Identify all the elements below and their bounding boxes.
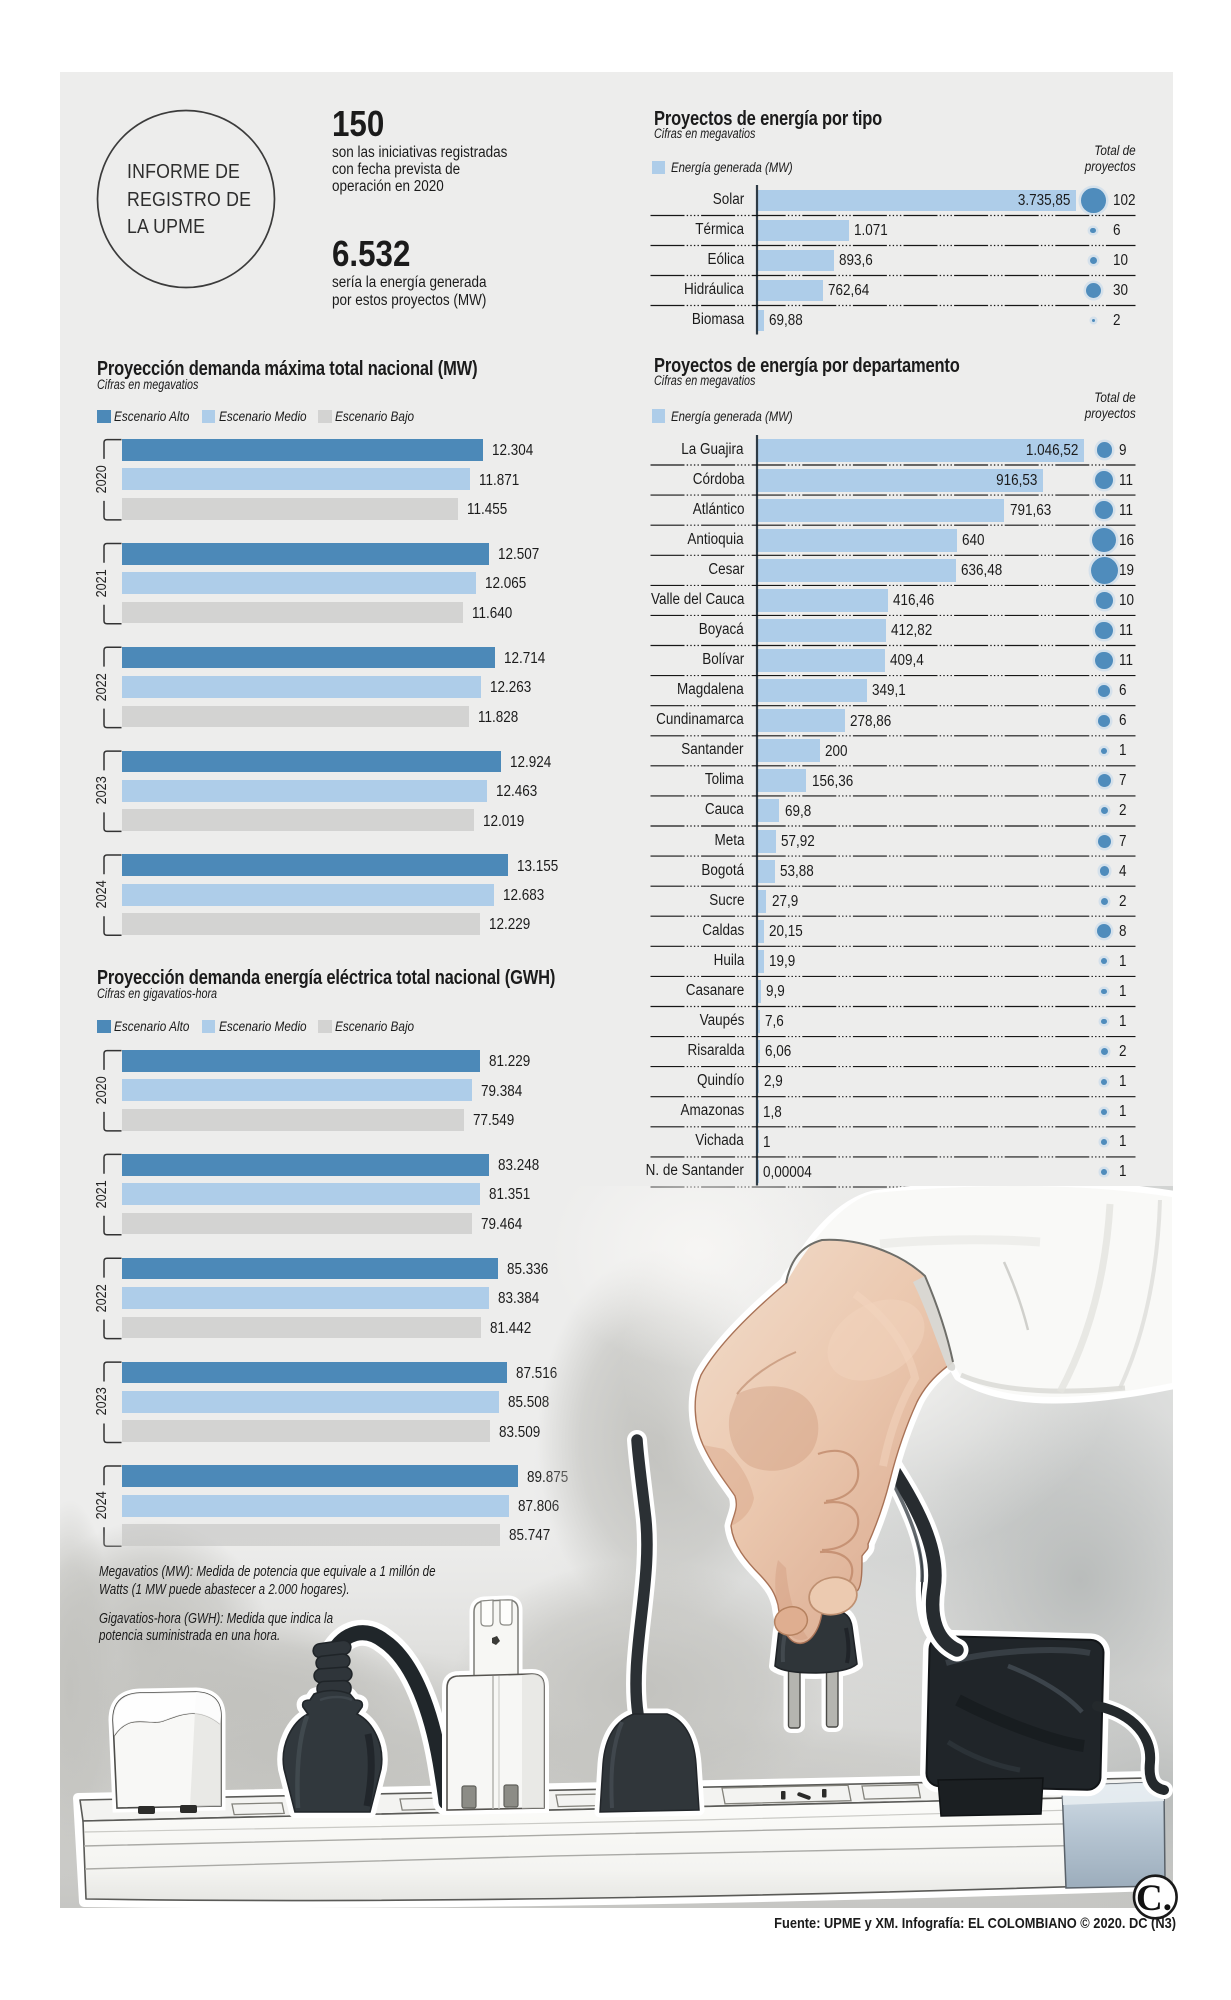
svg-text:C.: C. xyxy=(1136,1878,1172,1919)
